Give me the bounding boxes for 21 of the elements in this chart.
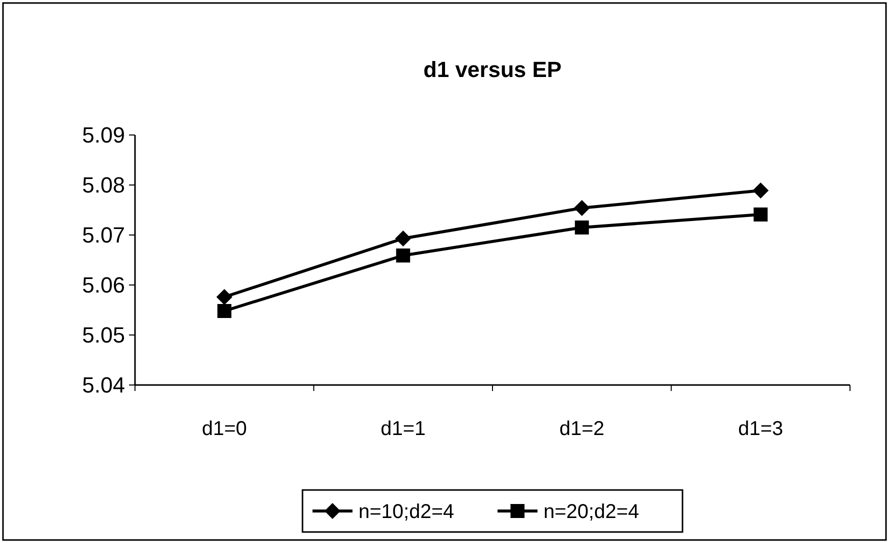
y-tick-label: 5.08: [82, 172, 125, 198]
y-tick-label: 5.07: [82, 222, 125, 248]
point: [396, 248, 410, 262]
point: [752, 182, 769, 198]
x-tick-label: d1=1: [380, 418, 426, 440]
point: [754, 208, 768, 222]
point: [574, 220, 589, 234]
y-tick-label: 5.09: [82, 122, 125, 148]
chart-title: d1 versus EP: [423, 57, 562, 82]
point: [217, 304, 232, 318]
y-tick-label: 5.06: [82, 272, 125, 298]
x-tick-label: d1=0: [202, 418, 247, 440]
point: [216, 289, 232, 305]
x-tick-label: d1=2: [559, 418, 604, 440]
point: [574, 200, 590, 216]
y-tick-label: 5.05: [82, 322, 125, 348]
legend-label: n=10;d2=4: [358, 501, 454, 523]
legend-label: n=20;d2=4: [544, 501, 640, 523]
y-tick-label: 5.04: [82, 372, 125, 398]
point: [395, 230, 412, 246]
x-tick-label: d1=3: [738, 418, 784, 440]
